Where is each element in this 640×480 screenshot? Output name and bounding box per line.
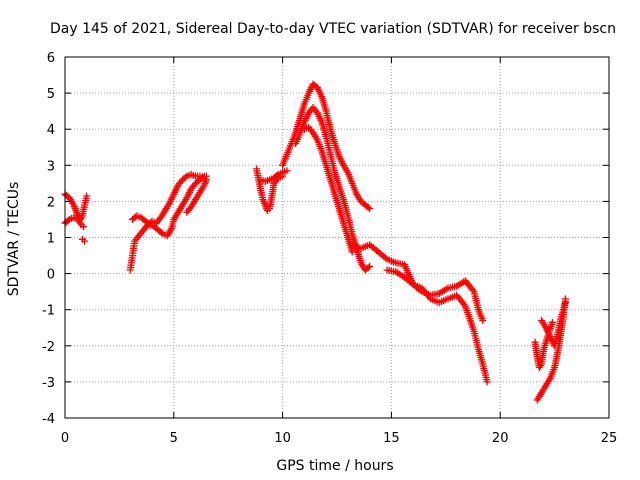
x-tick-label: 0: [61, 431, 69, 446]
data-point: [548, 318, 556, 326]
data-point: [181, 173, 189, 181]
data-point: [283, 167, 291, 175]
data-point: [144, 220, 152, 228]
y-tick-label: -3: [42, 376, 55, 391]
data-series: [61, 80, 569, 404]
grid-lines: [65, 57, 609, 418]
x-tick-label: 20: [492, 431, 509, 446]
x-tick-labels: 0 5 10 15 20 25: [61, 431, 617, 446]
data-point: [364, 264, 372, 272]
x-tick-label: 15: [383, 431, 400, 446]
y-tick-label: 0: [47, 268, 55, 283]
data-point: [364, 203, 372, 211]
axis-ticks: [64, 56, 610, 419]
data-point: [64, 217, 72, 225]
data-point: [157, 229, 165, 237]
y-axis-label: SDTVAR / TECUs: [6, 182, 22, 297]
chart-title: Day 145 of 2021, Sidereal Day-to-day VTE…: [50, 21, 616, 37]
data-point: [202, 176, 210, 184]
data-point: [79, 223, 87, 231]
y-tick-label: 5: [47, 87, 55, 102]
data-point: [199, 173, 207, 181]
data-point: [83, 192, 91, 200]
data-point: [81, 237, 89, 245]
y-tick-label: -1: [42, 304, 55, 319]
y-tick-labels: -4 -3 -2 -1 0 1 2 3 4 5 6: [42, 51, 55, 427]
data-point: [366, 205, 374, 213]
data-point: [366, 262, 374, 270]
y-tick-label: 6: [47, 51, 55, 66]
data-point: [348, 248, 356, 256]
x-axis-label: GPS time / hours: [276, 458, 393, 474]
data-point: [273, 172, 281, 180]
x-tick-label: 10: [274, 431, 291, 446]
y-tick-label: 1: [47, 232, 55, 247]
y-tick-label: -4: [42, 412, 55, 427]
y-tick-label: 2: [47, 195, 55, 210]
data-point: [561, 298, 569, 306]
data-point: [483, 378, 491, 386]
data-point: [479, 317, 487, 325]
y-tick-label: 4: [47, 123, 55, 138]
y-tick-label: -2: [42, 340, 55, 355]
y-tick-label: 3: [47, 159, 55, 174]
x-tick-label: 25: [601, 431, 618, 446]
x-tick-label: 5: [170, 431, 178, 446]
